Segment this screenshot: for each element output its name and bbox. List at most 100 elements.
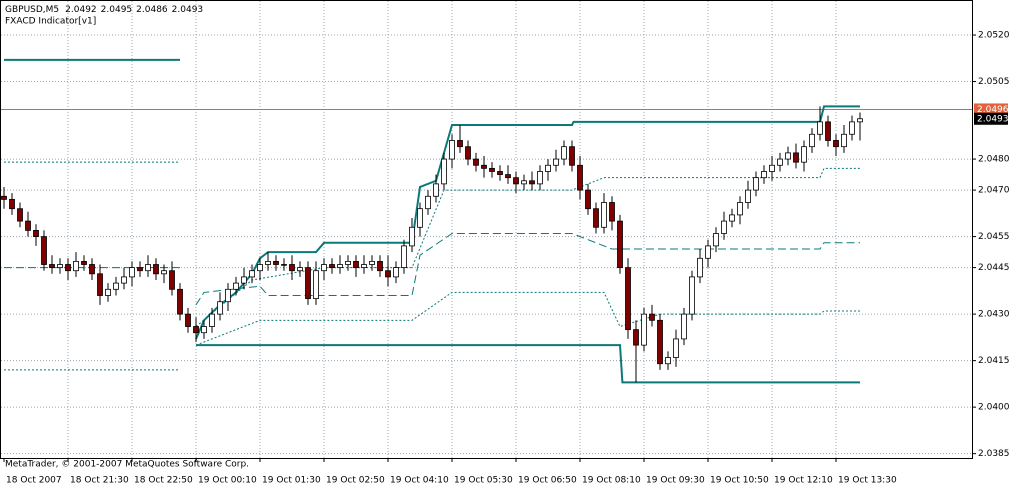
last-open: 2.0492: [65, 5, 97, 15]
candle-body: [313, 270, 319, 300]
candle-body: [857, 118, 863, 123]
candle-body: [521, 180, 527, 185]
candle-body: [161, 270, 167, 275]
last-high: 2.0495: [101, 5, 133, 15]
candle-body: [257, 264, 263, 272]
candle-body: [393, 267, 399, 278]
candle-body: [569, 146, 575, 166]
candle-body: [745, 189, 751, 203]
candle-body: [825, 121, 831, 141]
candle-body: [185, 313, 191, 327]
candle-body: [81, 261, 87, 265]
candle-body: [513, 177, 519, 185]
candle-body: [409, 226, 415, 247]
candle-body: [609, 202, 615, 222]
candle-body: [401, 245, 407, 269]
candle-body: [169, 270, 175, 290]
candle-body: [41, 236, 47, 265]
last-close: 2.0493: [172, 5, 204, 15]
indicator-name: FXACD Indicator[v1]: [5, 17, 96, 27]
candle-body: [833, 140, 839, 148]
candle-body: [305, 267, 311, 300]
candle-body: [625, 267, 631, 331]
x-tick-label: 19 Oct 08:10: [582, 476, 641, 486]
y-tick-label: 2.0445: [978, 263, 1009, 273]
candle-body: [729, 214, 735, 222]
last-low: 2.0486: [136, 5, 168, 15]
candle-body: [497, 171, 503, 175]
candle-body: [369, 261, 375, 265]
candle-body: [417, 208, 423, 228]
candle-body: [233, 282, 239, 290]
candle-body: [761, 171, 767, 179]
candle-body: [129, 267, 135, 278]
symbol: GBPUSD,M5: [5, 5, 59, 15]
candle-body: [329, 264, 335, 269]
candle-body: [449, 140, 455, 160]
x-tick-label: 19 Oct 02:50: [326, 476, 385, 486]
candle-body: [809, 133, 815, 148]
bid-label: 2.0493: [977, 114, 1009, 124]
candle-body: [385, 270, 391, 278]
x-tick-label: 19 Oct 01:30: [262, 476, 321, 486]
y-tick-label: 2.0400: [978, 403, 1009, 413]
candle-body: [473, 158, 479, 166]
candle-body: [713, 233, 719, 247]
x-tick-label: 18 Oct 2007: [6, 476, 62, 486]
candle-body: [345, 261, 351, 265]
grid: [1, 1, 972, 458]
candle-body: [97, 273, 103, 296]
candle-body: [89, 264, 95, 275]
x-tick-label: 19 Oct 06:50: [518, 476, 577, 486]
candle-body: [785, 152, 791, 160]
candle-body: [217, 301, 223, 315]
candle-body: [585, 189, 591, 210]
y-tick-label: 2.0430: [978, 310, 1009, 320]
candle-body: [377, 261, 383, 272]
indicator-line: [196, 344, 860, 384]
candle-body: [681, 313, 687, 340]
candle-body: [177, 288, 183, 315]
candle-body: [561, 146, 567, 160]
y-tick-label: 2.0455: [978, 232, 1009, 242]
candle-body: [529, 180, 535, 185]
candle-body: [105, 288, 111, 296]
x-tick-label: 18 Oct 22:50: [134, 476, 193, 486]
candle-body: [601, 202, 607, 228]
x-tick-label: 19 Oct 04:10: [390, 476, 449, 486]
y-tick-label: 2.0505: [978, 77, 1009, 87]
candle-body: [841, 133, 847, 148]
candle-body: [801, 146, 807, 163]
ask-tag: [974, 103, 1008, 116]
candle-body: [113, 282, 119, 290]
x-tick-label: 19 Oct 13:30: [838, 476, 897, 486]
candle-body: [593, 208, 599, 228]
candle-body: [121, 276, 127, 284]
candle-body: [225, 288, 231, 303]
candle-body: [57, 264, 63, 269]
x-tick-label: 19 Oct 10:50: [710, 476, 769, 486]
candles: [1, 106, 863, 383]
candle-body: [289, 264, 295, 272]
candle-body: [545, 164, 551, 172]
x-tick-label: 18 Oct 21:30: [70, 476, 129, 486]
indicator-line: [4, 161, 860, 371]
candle-body: [321, 264, 327, 272]
candle-body: [489, 167, 495, 172]
candle-body: [753, 177, 759, 191]
candle-body: [633, 329, 639, 346]
candle-body: [769, 164, 775, 172]
candle-body: [265, 261, 271, 265]
candle-body: [241, 276, 247, 284]
candle-body: [657, 319, 663, 365]
candle-body: [9, 198, 15, 210]
candle-body: [33, 229, 39, 237]
candle-body: [505, 174, 511, 179]
bid-tag: [974, 112, 1008, 125]
candle-body: [705, 245, 711, 259]
candle-body: [433, 183, 439, 197]
candle-body: [201, 326, 207, 334]
candle-body: [425, 195, 431, 210]
candle-body: [297, 267, 303, 272]
